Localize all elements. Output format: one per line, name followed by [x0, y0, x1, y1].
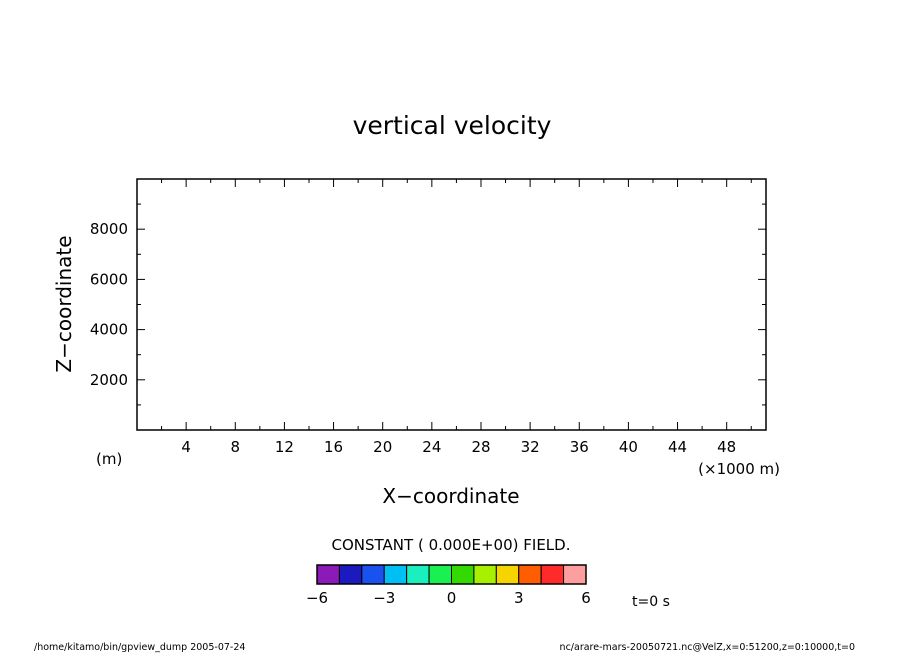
- chart-title: vertical velocity: [353, 111, 552, 140]
- x-axis-tick-labels: 4 8 12 16 20 24 28 32 36 40 44 48: [181, 438, 736, 456]
- colorbar-swatch: [406, 564, 430, 585]
- plot-frame: [136, 178, 767, 431]
- colorbar-swatch: [361, 564, 385, 585]
- colorbar-swatch: [540, 564, 565, 585]
- colorbar-swatch: [495, 564, 520, 585]
- x-tick-label: 48: [717, 438, 736, 456]
- colorbar-swatch: [428, 564, 453, 585]
- x-tick-label: 4: [181, 438, 191, 456]
- colorbar-tick-labels: −6 −3 0 3 6: [306, 589, 591, 607]
- y-axis-unit: (m): [96, 450, 122, 468]
- x-axis-label: X−coordinate: [382, 484, 519, 508]
- y-axis-ticks: [137, 203, 766, 406]
- y-axis-label: Z−coordinate: [52, 235, 76, 372]
- x-tick-label: 36: [570, 438, 589, 456]
- colorbar-tick-label: 6: [581, 589, 591, 607]
- x-tick-label: 16: [324, 438, 343, 456]
- colorbar-tick-label: −6: [306, 589, 328, 607]
- colorbar-tick-label: −3: [373, 589, 395, 607]
- x-axis-ticks: [161, 179, 752, 430]
- x-tick-label: 44: [668, 438, 687, 456]
- y-axis-tick-labels: 2000 4000 6000 8000: [90, 220, 128, 389]
- colorbar-tick-label: 0: [447, 589, 457, 607]
- y-tick-label: 8000: [90, 220, 128, 238]
- colorbar-swatch: [518, 564, 542, 585]
- field-note: CONSTANT ( 0.000E+00) FIELD.: [332, 536, 571, 554]
- colorbar: [316, 564, 587, 585]
- x-tick-label: 20: [373, 438, 392, 456]
- colorbar-swatch: [563, 564, 587, 585]
- x-tick-label: 12: [275, 438, 294, 456]
- x-tick-label: 24: [422, 438, 441, 456]
- footer-left: /home/kitamo/bin/gpview_dump 2005-07-24: [34, 642, 245, 653]
- y-tick-label: 2000: [90, 371, 128, 389]
- footer-right: nc/arare-mars-20050721.nc@VelZ,x=0:51200…: [560, 642, 855, 653]
- colorbar-swatch: [383, 564, 408, 585]
- x-tick-label: 40: [619, 438, 638, 456]
- colorbar-swatch: [338, 564, 363, 585]
- colorbar-tick-label: 3: [514, 589, 524, 607]
- time-label: t=0 s: [632, 594, 670, 610]
- colorbar-frame: [316, 564, 587, 585]
- colorbar-swatch: [451, 564, 475, 585]
- x-axis-unit: (×1000 m): [698, 460, 780, 478]
- colorbar-swatch: [473, 564, 497, 585]
- x-tick-label: 28: [471, 438, 490, 456]
- colorbar-swatch: [316, 564, 340, 585]
- y-tick-label: 4000: [90, 321, 128, 339]
- x-tick-label: 8: [231, 438, 241, 456]
- x-tick-label: 32: [521, 438, 540, 456]
- y-tick-label: 6000: [90, 270, 128, 288]
